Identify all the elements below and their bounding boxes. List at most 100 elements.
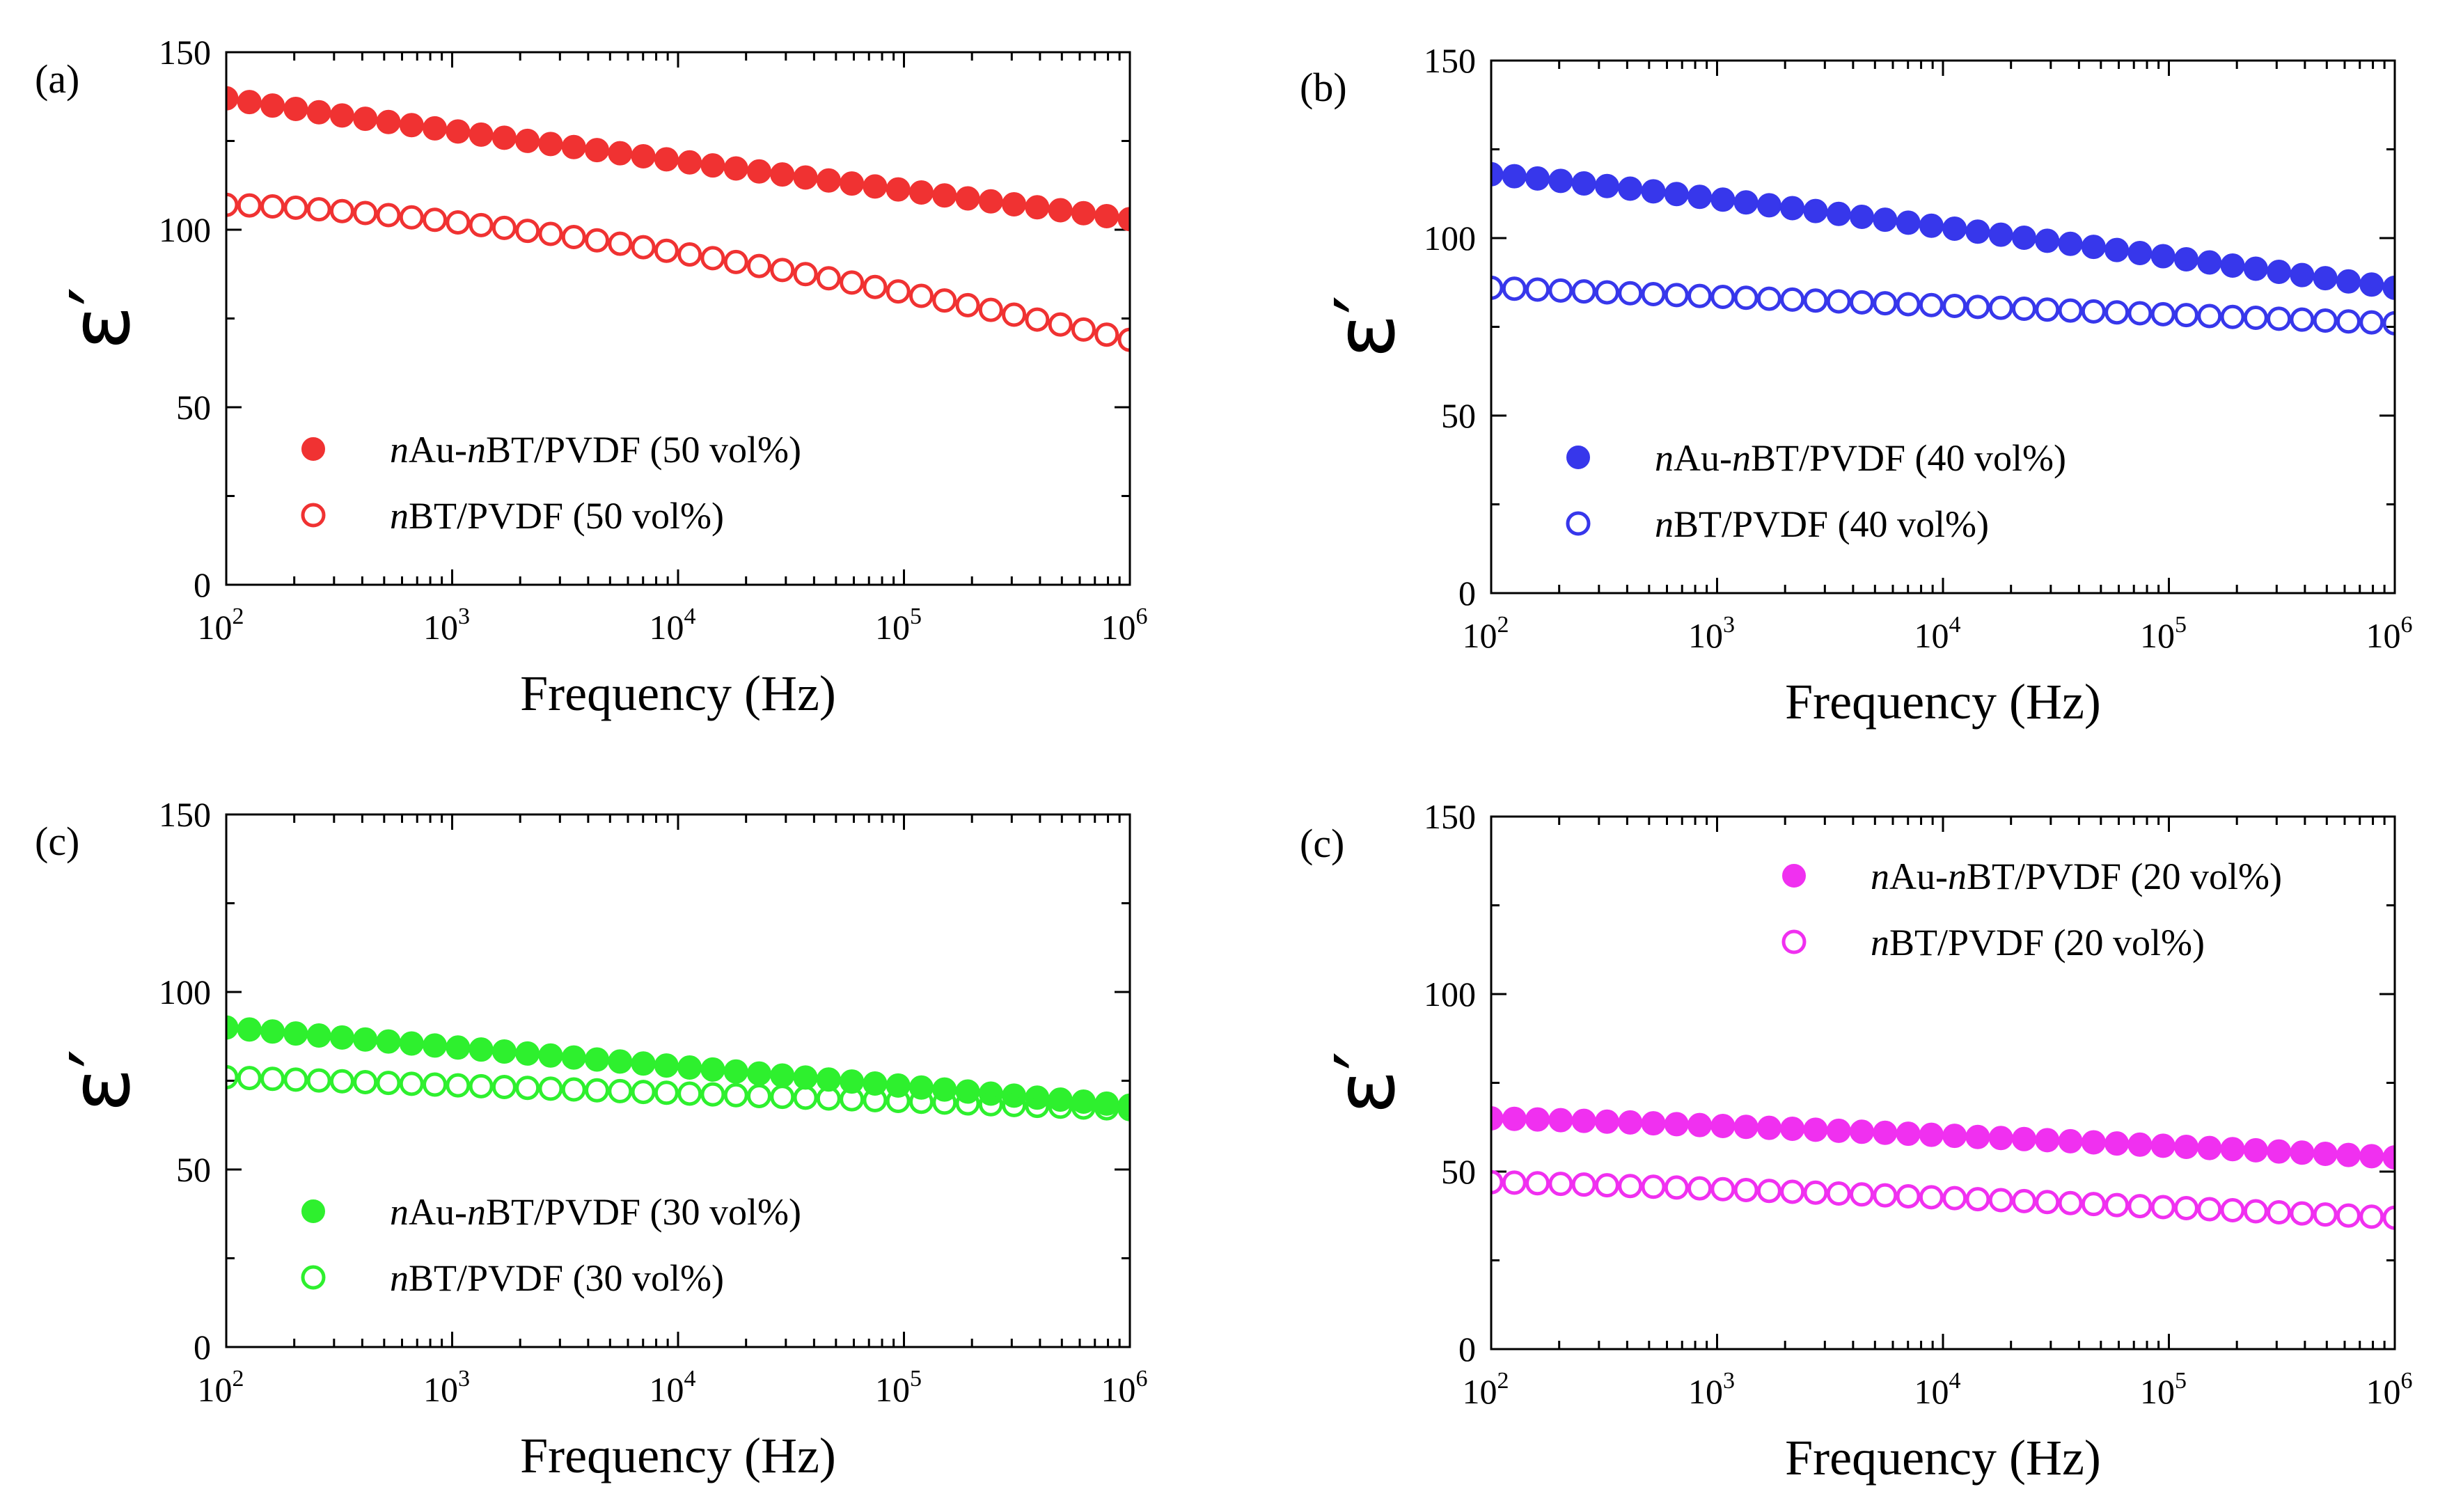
series-2-point [2220, 1198, 2245, 1223]
series-1-point [237, 1017, 262, 1042]
series-2-point [1756, 286, 1781, 311]
x-tick-label: 104 [650, 1366, 696, 1409]
series-2-point [1919, 292, 1944, 317]
series-2-point [840, 1087, 865, 1112]
x-tick-label: 106 [1101, 604, 1148, 647]
series-2-point [226, 192, 239, 217]
legend-label-1: nAu-nBT/PVDF (30 vol%) [390, 1191, 801, 1233]
x-tick-label: 104 [650, 604, 696, 647]
series-2-point [955, 1091, 980, 1116]
series-2-point [1618, 1174, 1643, 1199]
legend-label-2: nBT/PVDF (40 vol%) [1655, 503, 1989, 545]
series-2-point [1048, 1094, 1073, 1119]
legend-marker-2 [1566, 511, 1591, 536]
x-tick-label: 104 [1914, 1368, 1961, 1411]
series-1-point [2359, 1144, 2384, 1169]
series-2-point [491, 215, 517, 240]
legend-label-1: nAu-nBT/PVDF (40 vol%) [1655, 437, 2066, 479]
series-2-point [1002, 1092, 1027, 1117]
series-2-point [376, 203, 401, 228]
series-2-point [770, 1085, 795, 1110]
chart-panel-2: (b) ε′ Frequency (Hz) 0 50 100 150 102 103 104 105… [1300, 41, 2413, 730]
series-1-point [1664, 182, 1689, 207]
series-1-point [1571, 1108, 1596, 1133]
series-1-point [1641, 1111, 1666, 1136]
series-2-point [2035, 297, 2060, 322]
series-2-point [770, 258, 795, 283]
series-2-point [1988, 295, 2013, 320]
x-axis-label: Frequency (Hz) [1785, 674, 2101, 730]
legend-marker-1 [1782, 864, 1806, 888]
series-2-point [538, 1076, 563, 1101]
series-2-point [2058, 298, 2083, 323]
x-tick-label: 106 [2366, 612, 2413, 655]
series-1-point [1618, 1110, 1643, 1135]
series-1-point [770, 162, 795, 187]
series-2-point [816, 266, 841, 291]
series-2-point [978, 1092, 1003, 1117]
series-1-point [491, 1039, 517, 1064]
series-2-point [746, 253, 771, 278]
series-1-point [1594, 173, 1619, 198]
series-1-point [1618, 176, 1643, 201]
series-1-point [770, 1063, 795, 1088]
series-2-point [1850, 290, 1875, 315]
series-2-point [2081, 299, 2106, 324]
series-2-point [2127, 1194, 2153, 1219]
series-1-point [2220, 1137, 2245, 1162]
series-2-point [932, 1090, 957, 1115]
series-1-point [863, 174, 888, 199]
series-1-point [1733, 190, 1758, 215]
legend-label-2: nBT/PVDF (20 vol%) [1871, 922, 2205, 963]
series-1-point [423, 116, 448, 141]
y-tick-label: 100 [1424, 219, 1476, 258]
y-axis-label: ε′ [1317, 295, 1413, 359]
series-1-point [1780, 196, 1805, 221]
series-2-point [585, 228, 610, 253]
series-2-point [353, 1069, 378, 1094]
series-2-point [2267, 306, 2292, 331]
series-2-point [237, 193, 262, 218]
series-1-point [353, 1027, 378, 1052]
series-1-point [654, 147, 679, 172]
series-2-point [723, 1082, 748, 1108]
y-tick-label: 50 [176, 1150, 211, 1189]
chart-panel-4: (c) ε′ Frequency (Hz) 0 50 100 150 102 103 104 105… [1300, 797, 2413, 1486]
series-1-point [306, 1023, 331, 1048]
series-1-point [746, 159, 771, 184]
series-1-point [538, 1043, 563, 1068]
series-1-point [2313, 1141, 2338, 1166]
series-2-point [1733, 285, 1758, 310]
series-2-point [1710, 284, 1736, 309]
series-1-point [908, 180, 934, 205]
series-2-point [1687, 1176, 1713, 1201]
series-2-point [1780, 1179, 1805, 1204]
series-1-point [260, 93, 285, 118]
series-1-point [1756, 1115, 1781, 1140]
y-tick-label: 0 [194, 1328, 211, 1367]
series-1-point [723, 156, 748, 181]
panel-label: (c) [1300, 821, 1344, 866]
series-2-point [1502, 276, 1527, 301]
series-2-point [2104, 300, 2130, 325]
series-2-point [283, 195, 308, 220]
series-2-point [2011, 296, 2036, 321]
series-2-point [2127, 301, 2153, 326]
x-tick-label: 102 [1463, 1368, 1509, 1411]
series-2-point [399, 205, 424, 230]
series-2-point [2290, 307, 2315, 332]
x-tick-label: 104 [1914, 612, 1961, 655]
series-1-point [446, 119, 471, 144]
series-2-point [700, 246, 725, 271]
series-2-point [1641, 1174, 1666, 1199]
legend-marker-1 [301, 437, 325, 461]
series-2-point [1025, 307, 1050, 332]
series-1-point [446, 1035, 471, 1060]
series-2-point [306, 197, 331, 222]
series-2-point [2313, 1202, 2338, 1227]
series-1-point [1687, 1112, 1713, 1137]
series-2-point [700, 1082, 725, 1107]
series-1-point [376, 109, 401, 134]
series-2-point [2336, 309, 2361, 334]
series-1-point [538, 132, 563, 157]
